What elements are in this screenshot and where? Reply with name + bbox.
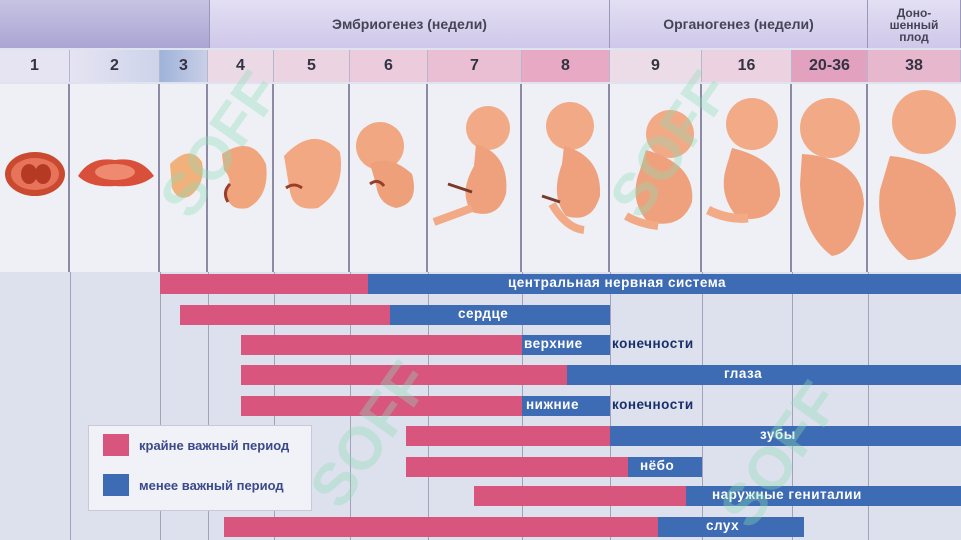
stage-col-9 [610, 84, 702, 272]
stage-col-6 [350, 84, 428, 272]
week-9: 9 [610, 50, 702, 82]
bar-heart: сердце [0, 305, 961, 325]
bar-palate: нёбо [0, 457, 961, 477]
bar-eyes-label: глаза [724, 366, 763, 381]
header-blank [0, 0, 210, 48]
bar-upper-limbs-critical [241, 335, 522, 355]
embryo-week8-illustration [541, 102, 601, 234]
week-20-36: 20-36 [792, 50, 868, 82]
legend-critical: крайне важный период [103, 434, 299, 456]
grid-line [610, 272, 611, 540]
legend: крайне важный период менее важный период [88, 425, 312, 511]
legend-critical-swatch [103, 434, 129, 456]
header-term-line3: плод [899, 30, 929, 44]
bar-hearing-less [658, 517, 804, 537]
bar-palate-less [628, 457, 702, 477]
week-1: 1 [0, 50, 70, 82]
stage-col-1 [0, 84, 70, 272]
embryo-week6-illustration [356, 122, 414, 208]
legend-less-text: менее важный период [139, 477, 284, 493]
stage-col-20-36 [792, 84, 868, 272]
bar-eyes-critical [241, 365, 567, 385]
bar-palate-label: нёбо [640, 458, 675, 473]
header-embryogenesis: Эмбриогенез (недели) [210, 0, 610, 48]
week-8: 8 [522, 50, 610, 82]
header-term-line2: шенный [889, 18, 939, 32]
stage-col-2 [70, 84, 160, 272]
embryo-week5-illustration [284, 138, 342, 209]
bar-lower-limbs-label-a: нижние [526, 397, 579, 412]
week-2: 2 [70, 50, 160, 82]
bar-lower-limbs-label-b: конечности [612, 397, 694, 412]
bar-eyes: глаза [0, 365, 961, 385]
week-6: 6 [350, 50, 428, 82]
bar-genitalia-less [686, 486, 961, 506]
stage-col-3 [160, 84, 208, 272]
legend-less-swatch [103, 474, 129, 496]
bar-hearing-label: слух [706, 518, 740, 533]
bar-lower-limbs-less [522, 396, 610, 416]
zygote-illustration [5, 152, 65, 196]
embryo-disc-illustration [78, 159, 154, 187]
header-term-fetus: Доно- шенный плод [868, 0, 961, 48]
grid-line [208, 272, 209, 540]
fetus-week9-illustration [624, 110, 694, 230]
bar-palate-critical [406, 457, 628, 477]
grid-line [792, 272, 793, 540]
bar-upper-limbs-label-b: конечности [612, 336, 694, 351]
stage-col-16 [702, 84, 792, 272]
bar-upper-limbs-less [522, 335, 610, 355]
legend-critical-text: крайне важный период [139, 437, 290, 453]
bar-eyes-less [567, 365, 961, 385]
bar-teeth-label: зубы [760, 427, 796, 442]
grid-line [868, 272, 869, 540]
illustration-row [0, 84, 961, 272]
bar-hearing: слух [0, 517, 961, 537]
week-3: 3 [160, 50, 208, 82]
stage-col-8 [522, 84, 610, 272]
grid-line [160, 272, 161, 540]
grid-line [70, 272, 71, 540]
embryo-week7-illustration [432, 106, 510, 226]
bar-teeth-critical [406, 426, 610, 446]
bar-cns-critical [160, 274, 368, 294]
bar-cns-label: центральная нервная система [508, 275, 727, 290]
bar-cns: центральная нервная система [0, 274, 961, 294]
bar-heart-critical [180, 305, 390, 325]
week-5: 5 [274, 50, 350, 82]
grid-line [702, 272, 703, 540]
header-term-line1: Доно- [896, 6, 932, 20]
week-row: 1 2 3 4 5 6 7 8 9 16 20-36 38 [0, 50, 961, 82]
bar-teeth: зубы [0, 426, 961, 446]
week-4: 4 [208, 50, 274, 82]
week-38: 38 [868, 50, 961, 82]
bar-lower-limbs: нижние конечности [0, 396, 961, 416]
bar-genitalia: наружные гениталии [0, 486, 961, 506]
week-7: 7 [428, 50, 522, 82]
stage-col-38 [868, 84, 961, 272]
bar-genitalia-label: наружные гениталии [712, 487, 862, 502]
bar-lower-limbs-critical [241, 396, 522, 416]
bar-upper-limbs: верхние конечности [0, 335, 961, 355]
embryo-week3-illustration [170, 153, 203, 198]
periods-grid: центральная нервная система сердце верхн… [0, 272, 961, 540]
bar-heart-less [390, 305, 610, 325]
stage-col-4 [208, 84, 274, 272]
bar-hearing-critical [224, 517, 658, 537]
bar-upper-limbs-label-a: верхние [524, 336, 583, 351]
bar-genitalia-critical [474, 486, 686, 506]
header-organogenesis: Органогенез (недели) [610, 0, 868, 48]
week-16: 16 [702, 50, 792, 82]
stage-col-5 [274, 84, 350, 272]
embryo-week4-illustration [222, 146, 267, 209]
bar-teeth-less [610, 426, 961, 446]
bar-heart-label: сердце [458, 306, 509, 321]
fetus-week16-illustration [705, 98, 781, 223]
stage-col-7 [428, 84, 522, 272]
fetus-week38-illustration [879, 90, 956, 260]
legend-less: менее важный период [103, 474, 299, 496]
bar-cns-less [368, 274, 961, 294]
fetus-week20-36-illustration [800, 98, 864, 256]
